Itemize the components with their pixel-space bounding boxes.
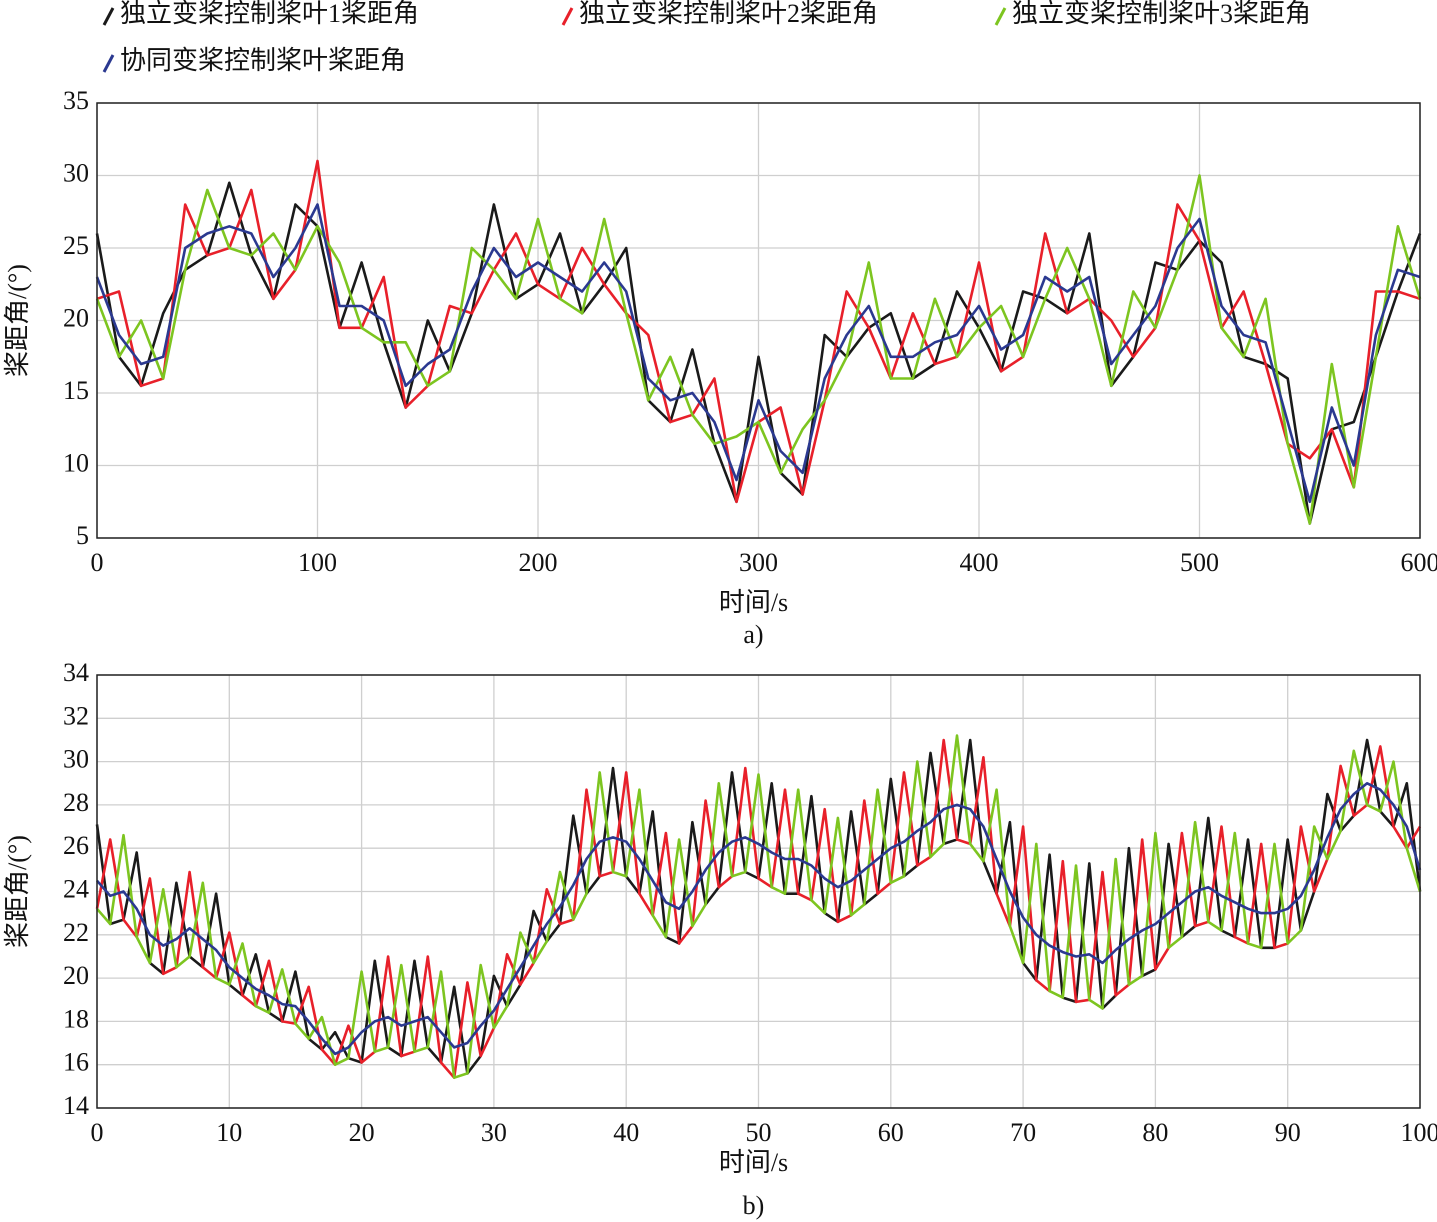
x-tick-label: 500: [1180, 548, 1219, 577]
x-tick-label: 80: [1142, 1118, 1168, 1147]
y-tick-label: 35: [63, 86, 89, 115]
legend-swatch: [102, 54, 115, 73]
x-tick-label: 60: [878, 1118, 904, 1147]
legend-item: 协同变桨控制桨叶桨距角: [102, 46, 406, 75]
x-tick-label: 40: [613, 1118, 639, 1147]
y-tick-label: 26: [63, 831, 89, 860]
y-tick-label: 28: [63, 788, 89, 817]
data-line: [95, 203, 1421, 504]
x-tick-label: 20: [349, 1118, 375, 1147]
y-tick-label: 34: [63, 658, 89, 687]
x-tick-label: 100: [1401, 1118, 1437, 1147]
x-tick-label: 0: [91, 1118, 104, 1147]
plot-frame: [96, 674, 1421, 1109]
caption: b): [743, 1191, 765, 1220]
plot-frame: [96, 102, 1421, 539]
data-line: [95, 738, 1422, 1079]
y-tick-label: 15: [63, 376, 89, 405]
data-line: [96, 781, 1422, 1056]
y-tick-label: 30: [63, 745, 89, 774]
legend-label: 协同变桨控制桨叶桨距角: [120, 46, 406, 75]
x-tick-label: 300: [739, 548, 778, 577]
data-line: [95, 174, 1422, 525]
y-tick-label: 10: [63, 448, 89, 477]
x-tick-label: 400: [960, 548, 999, 577]
y-tick-label: 14: [63, 1091, 89, 1120]
legend-swatch: [994, 7, 1007, 26]
x-tick-label: 90: [1275, 1118, 1301, 1147]
x-tick-label: 70: [1010, 1118, 1036, 1147]
y-tick-label: 16: [63, 1048, 89, 1077]
y-tick-label: 20: [63, 961, 89, 990]
data-line: [96, 734, 1422, 1079]
y-tick-label: 25: [63, 231, 89, 260]
legend-swatch: [102, 7, 115, 26]
legend-label: 独立变桨控制桨叶3桨距角: [1012, 0, 1311, 28]
legend-swatch: [561, 7, 574, 26]
x-axis-title: 时间/s: [719, 1148, 788, 1177]
y-tick-label: 24: [63, 874, 89, 903]
legend-label: 独立变桨控制桨叶2桨距角: [579, 0, 878, 28]
x-tick-label: 100: [298, 548, 337, 577]
x-tick-label: 50: [746, 1118, 772, 1147]
y-tick-label: 32: [63, 701, 89, 730]
legend-item: 独立变桨控制桨叶2桨距角: [561, 0, 878, 28]
x-tick-label: 600: [1401, 548, 1437, 577]
x-tick-label: 10: [216, 1118, 242, 1147]
y-axis-title: 桨距角/(°): [3, 835, 32, 948]
x-tick-label: 30: [481, 1118, 507, 1147]
y-tick-label: 30: [63, 158, 89, 187]
legend-item: 独立变桨控制桨叶3桨距角: [994, 0, 1311, 28]
x-axis-title: 时间/s: [719, 588, 788, 617]
y-tick-label: 22: [63, 918, 89, 947]
y-axis-title: 桨距角/(°): [3, 264, 32, 377]
y-tick-label: 18: [63, 1004, 89, 1033]
x-tick-label: 0: [91, 548, 104, 577]
legend-label: 独立变桨控制桨叶1桨距角: [120, 0, 419, 28]
y-tick-label: 5: [76, 521, 89, 550]
legend-item: 独立变桨控制桨叶1桨距角: [102, 0, 419, 28]
caption: a): [743, 620, 763, 649]
y-tick-label: 20: [63, 303, 89, 332]
x-tick-label: 200: [519, 548, 558, 577]
